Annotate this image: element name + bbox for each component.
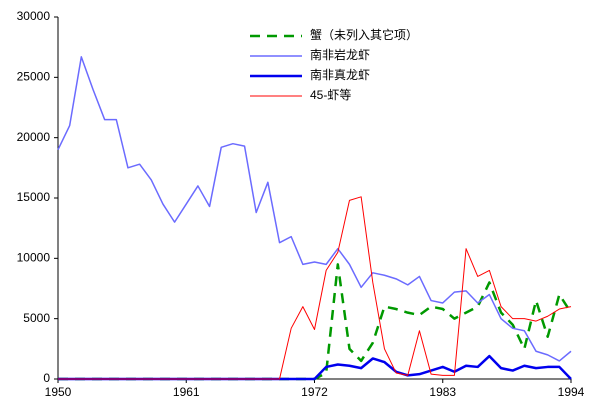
- legend-label: 南非真龙虾: [310, 67, 370, 82]
- x-tick-label: 1950: [45, 385, 72, 399]
- legend-label: 南非岩龙虾: [310, 47, 370, 62]
- y-tick-label: 30000: [17, 9, 51, 23]
- series-line: [58, 354, 572, 381]
- x-tick-label: 1961: [173, 385, 200, 399]
- series-line: [58, 196, 572, 380]
- legend-label: 蟹（未列入其它项）: [310, 27, 418, 42]
- x-tick-label: 1972: [301, 385, 328, 399]
- y-tick-label: 5000: [23, 311, 50, 325]
- legend-label: 45-虾等: [310, 88, 351, 102]
- y-tick-label: 15000: [17, 190, 51, 204]
- x-tick-label: 1983: [429, 385, 456, 399]
- y-tick-label: 10000: [17, 251, 51, 265]
- y-tick-label: 20000: [17, 130, 51, 144]
- x-tick-label: 1994: [558, 385, 585, 399]
- series-line: [57, 56, 572, 362]
- y-tick-label: 25000: [17, 70, 51, 84]
- y-tick-label: 0: [43, 371, 50, 385]
